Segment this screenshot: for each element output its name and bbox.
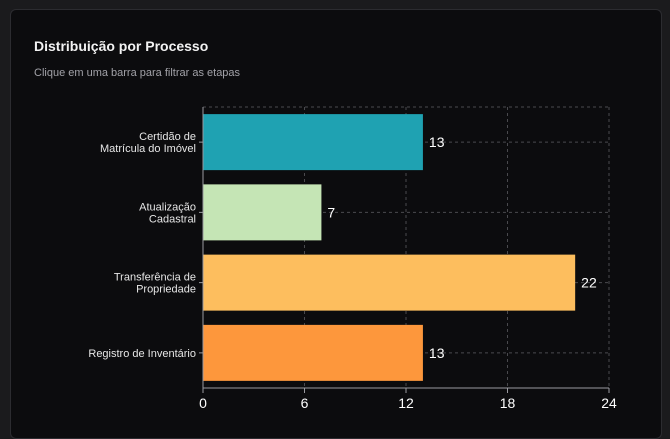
category-label-line: Registro de Inventário: [88, 348, 196, 360]
card-subtitle: Clique em uma barra para filtrar as etap…: [34, 67, 241, 79]
category-label-line: Propriedade: [136, 284, 196, 296]
category-label-0: Certidão de Matrícula do Imóvel: [100, 131, 196, 155]
category-label-1: Atualização Cadastral: [139, 201, 196, 225]
category-label-2: Transferência de Propriedade: [114, 272, 196, 296]
chart-card: Distribuição por Processo Clique em uma …: [10, 9, 662, 439]
x-tick-label-0: 0: [199, 395, 207, 411]
bar-chart: 13 Certidão de Matrícula do Imóvel 7 Atualiz…: [88, 106, 617, 411]
x-tick-label-1: 6: [301, 395, 309, 411]
category-label-line: Cadastral: [149, 213, 196, 225]
category-label-line: Atualização: [139, 201, 196, 213]
bar-3[interactable]: [203, 324, 423, 381]
bar-1[interactable]: [203, 184, 322, 241]
value-label-1: 7: [327, 204, 335, 220]
x-tick-label-3: 18: [500, 395, 516, 411]
category-label-line: Certidão de: [139, 131, 196, 143]
category-label-3: Registro de Inventário: [88, 348, 196, 360]
value-label-2: 22: [581, 275, 597, 291]
value-label-0: 13: [429, 134, 445, 150]
bar-2[interactable]: [203, 254, 576, 311]
card-title: Distribuição por Processo: [34, 38, 209, 54]
value-label-3: 13: [429, 345, 445, 361]
category-label-line: Matrícula do Imóvel: [100, 143, 196, 155]
bar-0[interactable]: [203, 114, 423, 171]
x-tick-label-4: 24: [601, 395, 617, 411]
category-label-line: Transferência de: [114, 272, 196, 284]
x-tick-label-2: 12: [398, 395, 414, 411]
